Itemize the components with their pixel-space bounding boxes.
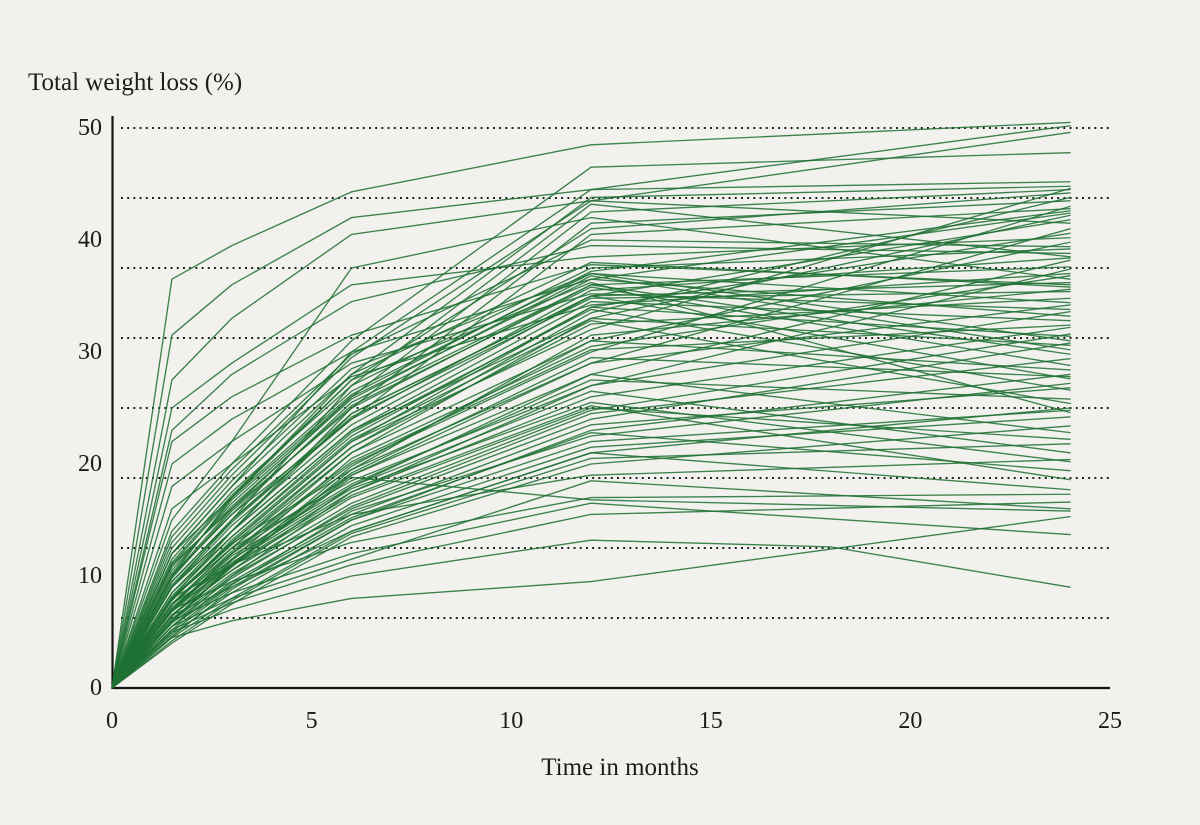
- trajectory-line: [111, 308, 1071, 689]
- trajectory-line: [111, 458, 1071, 689]
- trajectory-line: [111, 493, 1071, 689]
- trajectory-line: [111, 539, 1071, 689]
- x-axis-title: Time in months: [541, 754, 699, 781]
- trajectory-line: [111, 121, 1071, 689]
- trajectory-line: [111, 425, 1071, 689]
- trajectory-line: [111, 409, 1071, 689]
- x-tick-label: 10: [499, 708, 524, 734]
- x-tick-label: 15: [698, 708, 723, 734]
- y-tick-label: 10: [78, 563, 102, 589]
- trajectory-line: [111, 501, 1071, 689]
- trajectory-line: [111, 480, 1071, 689]
- trajectory-line: [111, 390, 1071, 689]
- y-tick-label: 20: [78, 451, 102, 477]
- x-tick-label: 5: [305, 708, 318, 734]
- trajectory-line: [111, 502, 1071, 689]
- y-axis-title: Total weight loss (%): [28, 69, 243, 96]
- trajectory-line: [111, 131, 1071, 689]
- x-tick-label: 20: [898, 708, 923, 734]
- trajectory-line: [111, 272, 1071, 689]
- trajectory-line: [111, 237, 1071, 689]
- trajectory-line: [111, 275, 1071, 689]
- trajectory-line: [111, 210, 1071, 689]
- trajectory-line: [111, 272, 1071, 689]
- trajectory-line: [111, 281, 1071, 689]
- y-tick-label: 50: [78, 115, 102, 141]
- y-tick-label: 0: [90, 675, 102, 701]
- trajectory-line: [111, 304, 1071, 689]
- trajectory-line: [111, 187, 1071, 689]
- trajectory-line: [111, 248, 1071, 689]
- trajectory-line: [111, 125, 1071, 689]
- trajectory-line: [111, 272, 1071, 689]
- trajectory-line: [111, 293, 1071, 689]
- trajectory-line: [111, 290, 1071, 689]
- trajectory-line: [111, 515, 1071, 689]
- trajectory-line: [111, 216, 1071, 689]
- x-tick-label: 25: [1098, 708, 1122, 734]
- trajectory-line: [111, 212, 1071, 689]
- trajectory-line: [111, 295, 1071, 689]
- trajectory-line: [111, 324, 1071, 689]
- trajectory-line: [111, 356, 1071, 689]
- x-tick-label: 0: [106, 708, 118, 734]
- trajectory-line: [111, 333, 1071, 689]
- trajectory-line: [111, 239, 1071, 689]
- y-tick-label: 30: [78, 339, 102, 365]
- trajectory-line: [111, 443, 1071, 689]
- trajectory-line: [111, 261, 1071, 689]
- trajectory-line: [111, 244, 1071, 689]
- y-tick-label: 40: [78, 227, 102, 253]
- trajectory-line: [111, 200, 1071, 689]
- trajectory-line: [111, 476, 1071, 689]
